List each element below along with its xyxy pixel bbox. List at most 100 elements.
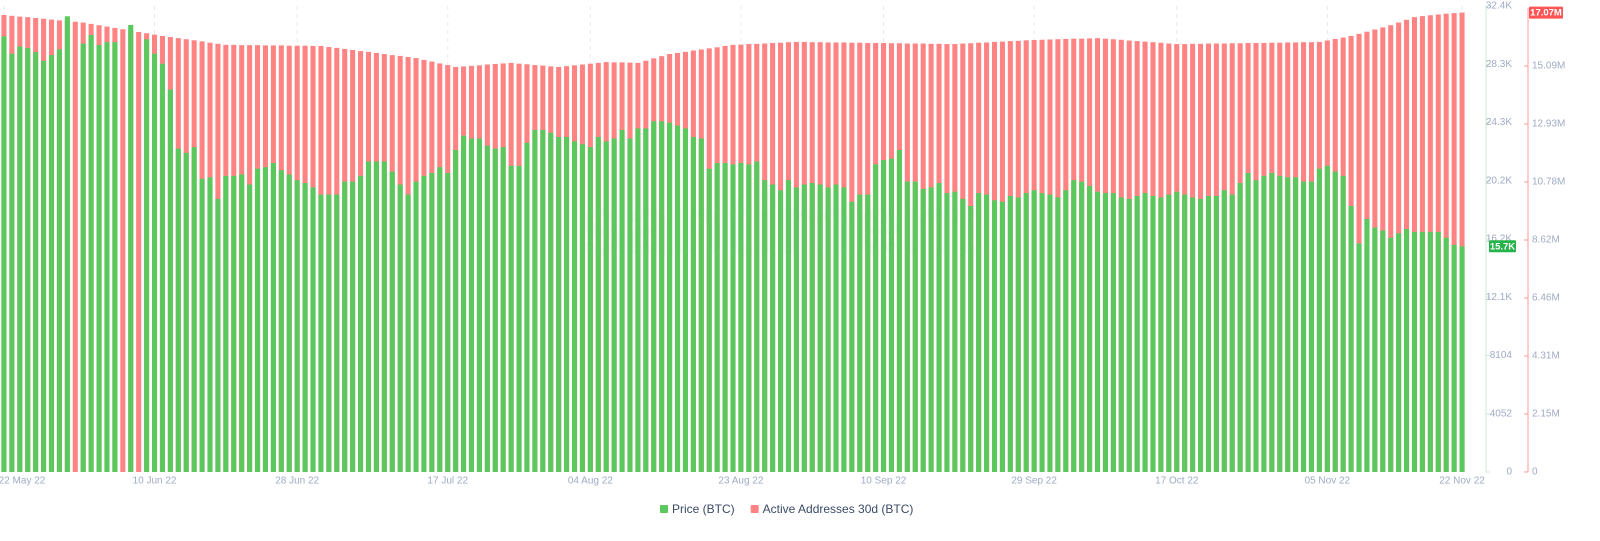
bar xyxy=(120,29,126,473)
y-tick-label: 4052 xyxy=(1490,408,1513,419)
bar xyxy=(358,175,364,472)
bar xyxy=(793,187,799,472)
bar xyxy=(1277,175,1283,472)
y2-tick-label: 6.46M xyxy=(1532,293,1560,304)
bar xyxy=(690,137,696,472)
bar xyxy=(635,128,641,472)
bar xyxy=(9,53,15,472)
bar xyxy=(1348,206,1354,472)
bar xyxy=(674,125,681,472)
bar xyxy=(1174,191,1180,472)
bar xyxy=(342,181,348,472)
bar xyxy=(1324,165,1330,472)
bar xyxy=(1007,195,1013,472)
bar xyxy=(1158,197,1164,472)
bar xyxy=(1102,193,1108,472)
bar xyxy=(952,191,958,472)
bar xyxy=(199,178,205,472)
bar xyxy=(1372,227,1378,472)
bar xyxy=(1308,181,1315,472)
bar xyxy=(255,168,261,472)
bar xyxy=(682,128,688,472)
bar xyxy=(1396,233,1402,472)
bar xyxy=(215,198,221,472)
bar xyxy=(128,24,134,473)
bar xyxy=(1126,198,1132,472)
bar xyxy=(1079,181,1085,472)
y2-tick-label: 2.15M xyxy=(1532,409,1560,420)
bar xyxy=(1055,197,1061,472)
bar xyxy=(334,194,340,472)
x-tick-label: 29 Sep 22 xyxy=(1011,476,1057,487)
value-badge xyxy=(1489,240,1516,253)
bar xyxy=(698,138,704,472)
bar xyxy=(1039,193,1045,472)
bar xyxy=(706,168,712,472)
y2-tick-label: 0 xyxy=(1532,467,1538,478)
bar xyxy=(429,172,435,472)
bar xyxy=(1190,197,1196,472)
bar xyxy=(350,181,356,472)
bar xyxy=(809,183,815,472)
bar xyxy=(991,200,998,472)
bar xyxy=(1435,231,1441,472)
bar xyxy=(960,198,966,472)
y-tick-label: 20.2K xyxy=(1486,175,1512,186)
bar xyxy=(373,161,379,472)
bar xyxy=(1380,230,1386,472)
bar xyxy=(532,129,538,472)
bar xyxy=(825,187,831,472)
bar xyxy=(849,201,855,472)
bar xyxy=(928,187,934,472)
y-tick-label: 0 xyxy=(1506,467,1512,478)
bar xyxy=(778,190,784,472)
bar xyxy=(41,60,47,472)
y2-tick-label: 15.09M xyxy=(1532,61,1565,72)
bar xyxy=(1316,168,1322,472)
bar xyxy=(881,160,887,472)
bar xyxy=(857,194,863,472)
bar xyxy=(183,152,189,472)
bar xyxy=(1229,194,1235,472)
bar xyxy=(468,138,475,472)
bar xyxy=(722,162,728,472)
bar xyxy=(571,141,578,472)
bar xyxy=(976,193,982,472)
bar xyxy=(1404,229,1410,472)
bar xyxy=(746,164,752,472)
bar xyxy=(1094,191,1101,472)
bar xyxy=(484,145,490,472)
y-tick-label: 16.2K xyxy=(1486,234,1512,245)
bar xyxy=(611,138,617,472)
bar xyxy=(508,165,514,472)
bar xyxy=(1451,244,1457,472)
bar xyxy=(151,53,158,472)
bar xyxy=(667,122,673,472)
x-tick-label: 28 Jun 22 xyxy=(275,476,319,487)
bar xyxy=(904,181,910,472)
bar xyxy=(326,194,332,472)
bar xyxy=(714,162,720,472)
bar xyxy=(476,138,482,472)
legend: Price (BTC) Active Addresses 30d (BTC) xyxy=(660,502,913,516)
bar xyxy=(659,121,665,472)
bar xyxy=(445,172,451,472)
bar xyxy=(730,164,736,472)
bar xyxy=(1443,237,1449,472)
bar xyxy=(88,34,94,473)
bar xyxy=(1356,243,1362,472)
bar xyxy=(1182,194,1188,472)
legend-swatch xyxy=(660,505,668,513)
bar xyxy=(1261,175,1267,472)
bar xyxy=(896,149,902,472)
x-tick-label: 17 Oct 22 xyxy=(1155,476,1199,487)
bar xyxy=(754,161,760,472)
bar xyxy=(310,187,316,472)
bar xyxy=(1245,172,1251,472)
y2-tick-label: 8.62M xyxy=(1532,235,1560,246)
bar xyxy=(999,201,1005,472)
bar xyxy=(1205,195,1211,472)
bar xyxy=(1197,198,1204,472)
bar xyxy=(833,184,839,472)
